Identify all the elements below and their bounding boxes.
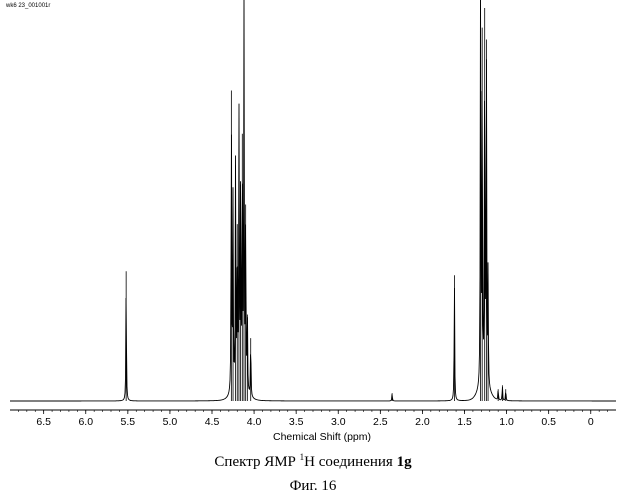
x-axis-label: Chemical Shift (ppm) [273, 431, 371, 443]
x-tick-label: 4.5 [205, 416, 220, 428]
x-tick-label: 4.0 [247, 416, 262, 428]
x-tick-label: 6.5 [36, 416, 51, 428]
caption-prefix: Спектр ЯМР [214, 454, 299, 470]
caption-middle: H соединения [304, 454, 396, 470]
x-axis: 6.5 6.0 5.5 5.0 4.5 4.0 3.5 3.0 2.5 2.0 1.5 1.0 0.5 0 [10, 410, 616, 428]
figure-number: Фиг. 16 [0, 478, 626, 495]
x-tick-label: 1.5 [457, 416, 472, 428]
x-tick-label: 2.5 [373, 416, 388, 428]
x-tick-label: 2.0 [415, 416, 430, 428]
x-tick-label: 6.0 [78, 416, 93, 428]
x-tick-label: 0 [588, 416, 594, 428]
spectrum-trace [10, 0, 616, 401]
compound-label: 1g [397, 454, 412, 470]
x-tick-label: 1.0 [499, 416, 514, 428]
plot-area [10, 0, 616, 401]
x-tick-label: 5.0 [163, 416, 178, 428]
x-tick-label: 3.0 [331, 416, 346, 428]
x-tick-label: 0.5 [541, 416, 556, 428]
figure-caption: Спектр ЯМР 1H соединения 1g [0, 452, 626, 471]
x-tick-label: 5.5 [121, 416, 136, 428]
x-tick-label: 3.5 [289, 416, 304, 428]
